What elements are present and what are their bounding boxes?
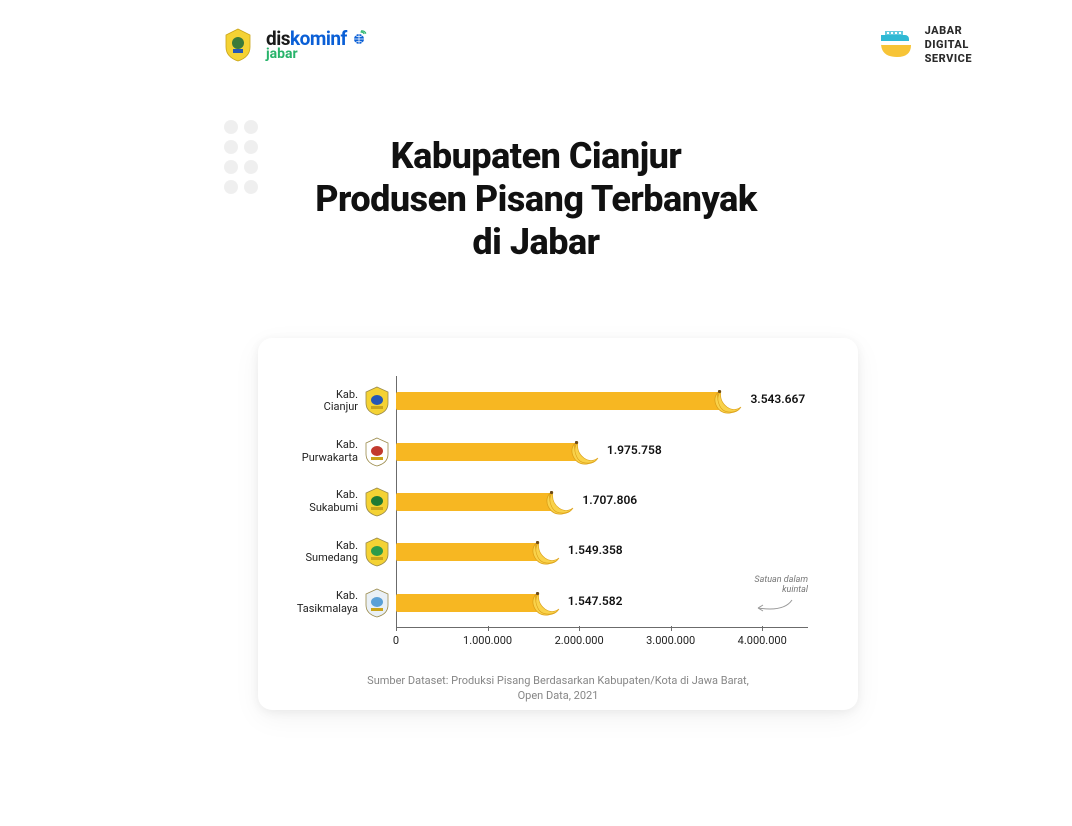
bar: 1.707.806 xyxy=(396,493,552,511)
unit-note-l2: kuintal xyxy=(782,585,808,595)
row-label: Kab.Purwakarta xyxy=(278,439,358,464)
chart-row: Kab.Cianjur 3.543.667 xyxy=(396,379,808,424)
banana-icon xyxy=(530,537,560,567)
chart-card: Kab.Cianjur 3.543.667 Kab.Purwakarta 1.97… xyxy=(258,338,858,710)
jds-line3: SERVICE xyxy=(925,52,972,66)
chart-row: Kab.Sumedang 1.549.358 xyxy=(396,530,808,575)
x-tick-label: 2.000.000 xyxy=(555,634,604,647)
decor-dot xyxy=(244,120,258,134)
bar: 1.547.582 xyxy=(396,594,538,612)
regency-crest-icon xyxy=(364,588,390,618)
title-line-1: Kabupaten Cianjur xyxy=(0,135,1072,178)
unit-note-l1: Satuan dalam xyxy=(754,575,808,585)
x-tick-label: 4.000.000 xyxy=(738,634,787,647)
unit-note: Satuan dalam kuintal xyxy=(754,576,808,614)
x-tick-label: 0 xyxy=(393,634,399,647)
chart-row: Kab.Sukabumi 1.707.806 xyxy=(396,479,808,524)
x-tick-mark xyxy=(488,626,489,631)
value-label: 1.975.758 xyxy=(607,443,662,457)
diskom-sub: jabar xyxy=(266,47,367,61)
value-label: 3.543.667 xyxy=(750,392,805,406)
chart-row: Kab.Purwakarta 1.975.758 xyxy=(396,429,808,474)
logo-jds: JABAR DIGITAL SERVICE xyxy=(875,24,972,65)
regency-crest-icon xyxy=(364,437,390,467)
chart-row: Kab.Tasikmalaya 1.547.582 xyxy=(396,580,808,625)
x-tick-mark xyxy=(762,626,763,631)
jds-icon xyxy=(875,25,915,65)
bar: 1.549.358 xyxy=(396,543,538,561)
source-text: Sumber Dataset: Produksi Pisang Berdasar… xyxy=(278,674,838,704)
decor-dot xyxy=(224,120,238,134)
jabar-crest-icon xyxy=(220,27,256,63)
bar: 3.543.667 xyxy=(396,392,720,410)
row-label: Kab.Tasikmalaya xyxy=(278,590,358,615)
value-label: 1.547.582 xyxy=(568,594,623,608)
source-line2: Open Data, 2021 xyxy=(518,689,599,702)
title-line-3: di Jabar xyxy=(0,221,1072,264)
diskominfo-wordmark: diskominf jabar xyxy=(266,29,367,61)
x-tick-mark xyxy=(579,626,580,631)
banana-icon xyxy=(712,386,742,416)
x-tick-label: 1.000.000 xyxy=(463,634,512,647)
x-tick-mark xyxy=(396,626,397,631)
logo-diskominfo: diskominf jabar xyxy=(220,27,367,63)
title-line-2: Produsen Pisang Terbanyak xyxy=(0,178,1072,221)
regency-crest-icon xyxy=(364,386,390,416)
banana-icon xyxy=(530,588,560,618)
jds-line2: DIGITAL xyxy=(925,38,972,52)
page-title: Kabupaten Cianjur Produsen Pisang Terban… xyxy=(0,135,1072,265)
header: diskominf jabar JABAR xyxy=(0,20,1072,70)
row-label: Kab.Sumedang xyxy=(278,540,358,565)
jds-text: JABAR DIGITAL SERVICE xyxy=(925,24,972,65)
jds-line1: JABAR xyxy=(925,24,972,38)
x-axis xyxy=(396,627,808,628)
bar-chart: Kab.Cianjur 3.543.667 Kab.Purwakarta 1.97… xyxy=(278,368,838,668)
diskom-globe-icon xyxy=(347,26,367,49)
x-ticks: 0 1.000.000 2.000.000 3.000.000 4.000.000 xyxy=(396,634,808,654)
value-label: 1.707.806 xyxy=(582,493,637,507)
row-label: Kab.Cianjur xyxy=(278,389,358,414)
regency-crest-icon xyxy=(364,537,390,567)
plot-area: Kab.Cianjur 3.543.667 Kab.Purwakarta 1.97… xyxy=(396,376,808,628)
banana-icon xyxy=(569,437,599,467)
banana-icon xyxy=(544,487,574,517)
source-line1: Sumber Dataset: Produksi Pisang Berdasar… xyxy=(367,674,749,687)
x-tick-mark xyxy=(671,626,672,631)
value-label: 1.549.358 xyxy=(568,543,623,557)
bar: 1.975.758 xyxy=(396,443,577,461)
x-tick-label: 3.000.000 xyxy=(646,634,695,647)
row-label: Kab.Sukabumi xyxy=(278,489,358,514)
regency-crest-icon xyxy=(364,487,390,517)
